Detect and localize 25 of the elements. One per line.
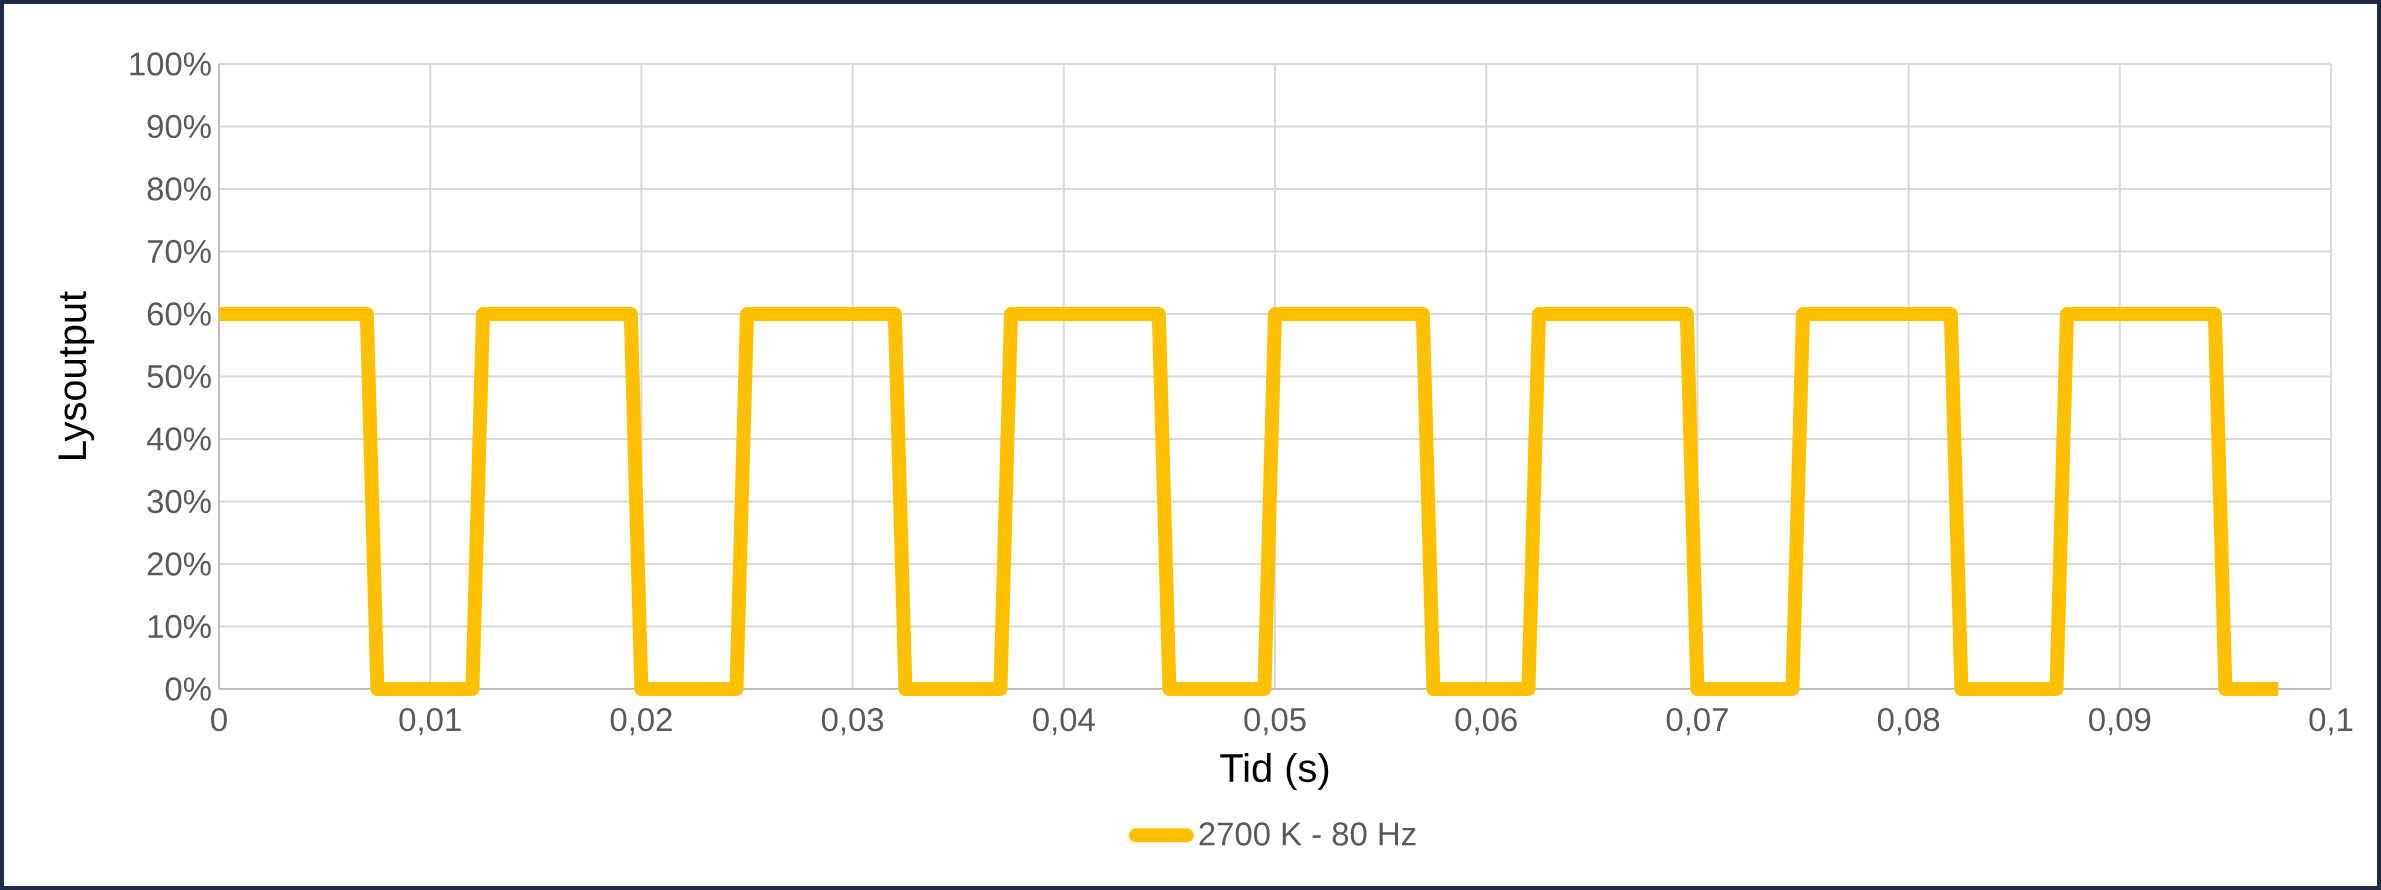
x-tick-label: 0,02 — [610, 708, 672, 736]
x-axis-title: Tid (s) — [1220, 752, 1329, 791]
x-tick-label: 0,05 — [1244, 708, 1306, 736]
x-tick-label: 0,04 — [1033, 708, 1095, 736]
x-tick-label: 0,1 — [2309, 708, 2353, 736]
y-tick-label: 30% — [147, 489, 211, 514]
y-tick-label: 60% — [147, 302, 211, 326]
y-tick-label: 70% — [147, 239, 211, 264]
y-tick-label: 20% — [147, 552, 211, 576]
y-tick-label: 0% — [165, 677, 211, 701]
y-tick-label: 90% — [147, 114, 211, 139]
x-tick-label: 0 — [211, 708, 227, 732]
x-tick-label: 0,07 — [1666, 708, 1728, 736]
y-axis-title: Lysoutput — [58, 291, 95, 459]
y-tick-label: 40% — [146, 427, 211, 451]
legend-label: 2700 K - 80 Hz — [1199, 822, 1416, 846]
x-tick-label: 0,08 — [1877, 708, 1940, 736]
x-tick-label: 0,06 — [1455, 708, 1517, 736]
x-tick-label: 0,01 — [399, 708, 461, 736]
y-tick-label: 80% — [147, 177, 211, 201]
y-tick-label: 50% — [147, 364, 211, 389]
y-tick-label: 100% — [130, 52, 211, 76]
y-tick-label: 10% — [148, 614, 211, 639]
x-tick-label: 0,09 — [2089, 708, 2151, 736]
x-tick-label: 0,03 — [821, 708, 884, 736]
